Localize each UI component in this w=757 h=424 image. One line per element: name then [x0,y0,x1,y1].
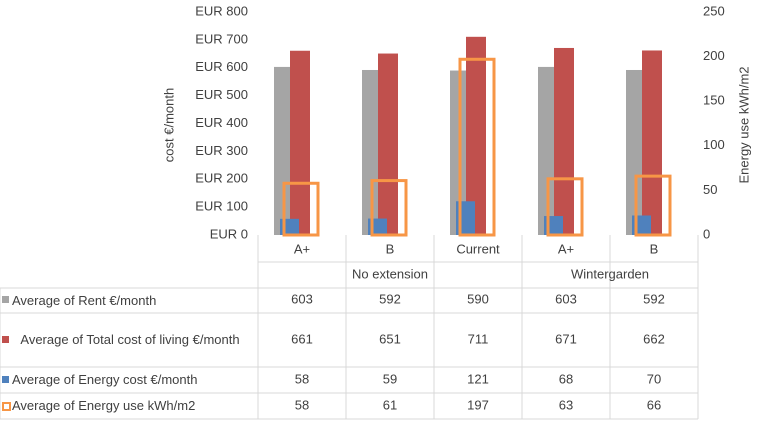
bar [538,66,554,235]
table-value: 662 [643,331,665,346]
y2-tick-label: 250 [703,3,725,18]
x-tick-label: Current [456,241,500,256]
table-value: 661 [291,331,313,346]
table-value: 59 [383,371,397,386]
legend-key [2,336,9,343]
y-tick-label: EUR 100 [195,199,248,214]
legend-key [2,402,11,411]
table-value: 711 [468,331,489,346]
table-value: 592 [643,291,665,306]
table-value: 66 [647,397,661,412]
table-value: 651 [379,331,401,346]
y-tick-label: EUR 600 [195,59,248,74]
legend-label: Average of Rent €/month [12,292,157,308]
table-value: 590 [467,291,489,306]
y-tick-label: EUR 400 [195,115,248,130]
x-tick-label: A+ [294,241,310,256]
y2-tick-label: 50 [703,182,717,197]
table-value: 68 [559,371,573,386]
bar-outline [282,181,320,237]
table-value: 592 [379,291,401,306]
x-tick-label: B [386,241,395,256]
legend-key [2,296,9,303]
group-label: No extension [352,266,428,281]
x-tick-label: A+ [558,241,574,256]
y2-tick-label: 0 [703,226,710,241]
legend-label: Average of Energy use kWh/m2 [12,398,196,413]
legend-label: Average of Total cost of living €/month [20,332,240,347]
bar [290,50,310,236]
y-tick-label: EUR 200 [195,171,248,186]
bar [626,69,642,235]
table-value: 603 [555,291,577,306]
y-tick-label: EUR 800 [195,3,248,18]
bar-outline [370,179,408,237]
y2-tick-label: 200 [703,48,725,63]
legend-label: Average of Energy cost €/month [12,372,198,387]
legend-key [2,376,9,383]
table-value: 63 [559,397,573,412]
bar-outline [546,177,584,237]
table-value: 70 [647,371,661,386]
bar-outline [634,174,672,237]
bar-outline [458,57,496,237]
bar [378,53,398,235]
bar [642,50,662,235]
table-value: 121 [467,371,489,386]
bar [274,66,290,235]
table-value: 197 [467,397,489,412]
y2-axis-label: Energy use kWh/m2 [736,66,751,183]
y-tick-label: EUR 0 [210,226,248,241]
y-axis-label: cost €/month [161,88,176,162]
table-value: 58 [295,371,309,386]
y-tick-label: EUR 300 [195,143,248,158]
x-tick-label: B [650,241,659,256]
bar [466,36,486,236]
table-value: 671 [555,331,577,346]
bar [362,69,378,235]
bar [450,70,466,235]
table-value: 61 [383,397,397,412]
y-tick-label: EUR 700 [195,31,248,46]
table-value: 603 [291,291,313,306]
bar [554,47,574,235]
y-tick-label: EUR 500 [195,87,248,102]
y2-tick-label: 150 [703,93,725,108]
y2-tick-label: 100 [703,137,725,152]
group-label: Wintergarden [571,266,649,281]
table-value: 58 [295,397,309,412]
